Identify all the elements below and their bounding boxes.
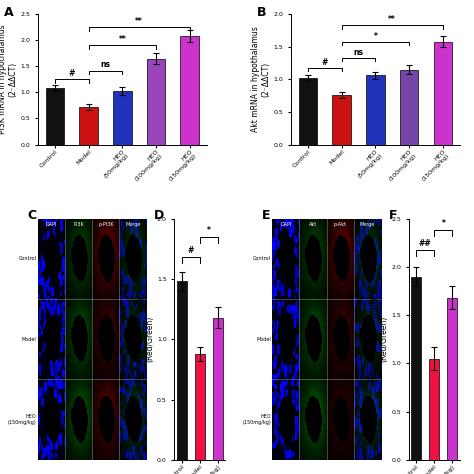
Bar [434,42,452,145]
Text: ns: ns [100,61,110,70]
Text: HEO
(150mg/kg): HEO (150mg/kg) [242,414,271,425]
Text: DAPI: DAPI [46,222,57,227]
Y-axis label: Akt mRNA in hypothalamus
(2⁻ΔΔCT): Akt mRNA in hypothalamus (2⁻ΔΔCT) [251,27,271,132]
Text: ##: ## [419,239,432,248]
Bar [79,107,98,145]
Bar [177,282,187,460]
Text: A: A [4,7,14,19]
Bar [195,354,205,460]
Text: *: * [374,32,377,41]
Text: **: ** [118,36,126,45]
Y-axis label: PI3K mRNA in hypothalamus
(2⁻ΔΔCT): PI3K mRNA in hypothalamus (2⁻ΔΔCT) [0,25,18,134]
Text: *: * [441,219,446,228]
Text: Model: Model [256,337,271,342]
Bar [113,91,132,145]
Text: p-Akt: p-Akt [334,222,346,227]
Bar [299,78,317,145]
Bar [400,70,419,145]
Text: Model: Model [22,337,36,342]
Text: Merge: Merge [125,222,141,227]
Text: Control: Control [253,256,271,262]
Text: *: * [207,226,211,235]
Text: #: # [69,69,75,78]
Bar [447,298,457,460]
Bar [181,36,199,145]
Text: #: # [188,246,194,255]
Bar [429,358,439,460]
Text: E: E [262,209,270,222]
Text: C: C [27,209,36,222]
Text: D: D [154,209,164,222]
Bar [147,58,165,145]
Text: ns: ns [354,48,364,57]
Y-axis label: Fluorescence Intensity
(Red/Green): Fluorescence Intensity (Red/Green) [135,296,154,383]
Bar [411,277,421,460]
Bar [213,318,223,460]
Bar [366,75,385,145]
Text: B: B [257,7,267,19]
Text: Control: Control [18,256,36,262]
Text: Akt: Akt [309,222,317,227]
Text: **: ** [135,17,143,26]
Text: PI3K: PI3K [73,222,84,227]
Text: DAPI: DAPI [280,222,292,227]
Text: HEO
(150mg/kg): HEO (150mg/kg) [8,414,36,425]
Text: p-PI3K: p-PI3K [98,222,114,227]
Text: #: # [322,58,328,66]
Bar [46,88,64,145]
Y-axis label: Fluorescence Intensity
(Red/Green): Fluorescence Intensity (Red/Green) [369,296,389,383]
Text: **: ** [388,15,396,24]
Text: Merge: Merge [360,222,375,227]
Bar [332,95,351,145]
Text: F: F [389,209,397,222]
